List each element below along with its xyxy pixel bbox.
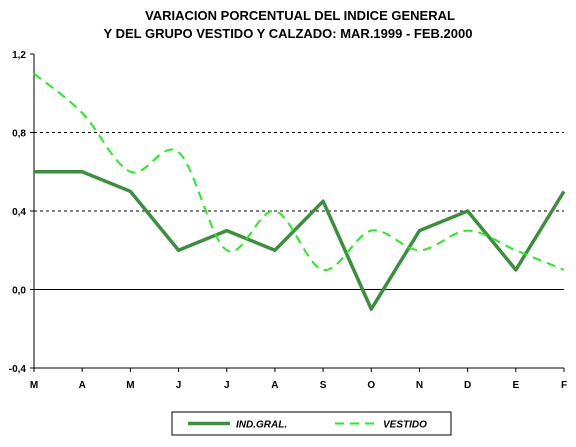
plot-area: -0,4 0,0 0,4 0,8 1,2 M A M J J A S O N D E F [9,50,567,391]
x-tick-label-4: J [224,380,230,391]
x-tick-label-6: S [320,380,327,391]
legend: IND.GRAL. VESTIDO [171,411,452,436]
x-tick-label-3: J [176,380,182,391]
y-tick-label-4: 1,2 [12,50,26,61]
series-line-ind-gral [34,170,566,311]
x-tick-label-11: F [561,380,567,391]
y-tick-label-2: 0,4 [12,207,26,218]
y-tick-label-0: -0,4 [9,364,27,375]
x-tick-label-5: A [271,380,278,391]
x-tick-label-8: N [416,380,423,391]
x-tick-label-7: O [367,380,375,391]
y-tick-label-1: 0,0 [12,286,26,297]
x-tick-label-1: A [79,380,86,391]
chart-title-line-2: Y DEL GRUPO VESTIDO Y CALZADO: MAR.1999 … [104,26,473,41]
x-tick-label-0: M [30,380,38,391]
legend-label-0: IND.GRAL. [236,420,287,431]
x-tick-label-2: M [126,380,134,391]
legend-label-1: VESTIDO [383,420,427,431]
chart-title-line-1: VARIACION PORCENTUAL DEL INDICE GENERAL [145,8,455,23]
series-line-vestido [33,72,565,271]
legend-box [171,411,452,436]
y-tick-label-3: 0,8 [12,129,26,140]
x-tick-label-10: E [512,380,519,391]
x-tick-label-9: D [464,380,471,391]
